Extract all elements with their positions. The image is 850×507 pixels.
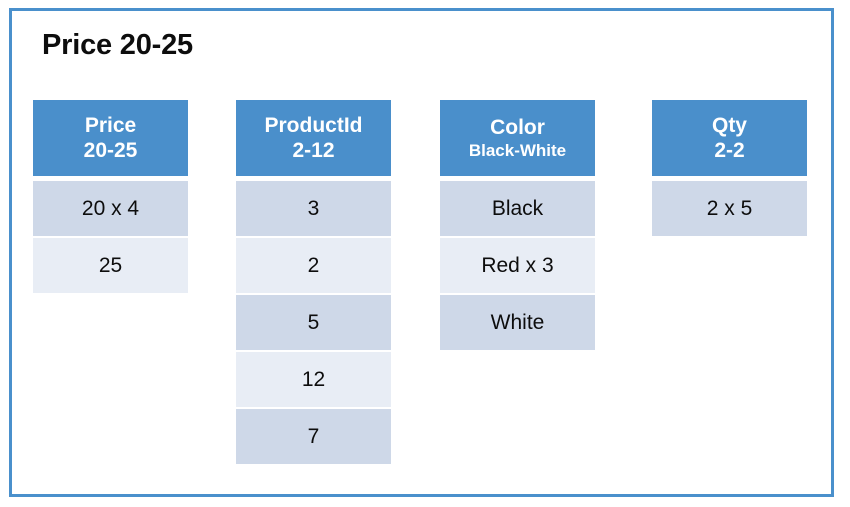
column-header-price: Price 20-25 [33,100,188,176]
column-productid: ProductId 2-12 3 2 5 12 7 [236,100,391,466]
table-cell: 12 [236,352,391,407]
table-cell: Black [440,181,595,236]
column-header-color: Color Black-White [440,100,595,176]
column-header-title: Color [490,115,545,139]
table-cell: 25 [33,238,188,293]
table-cell: Red x 3 [440,238,595,293]
column-header-title: Price [84,114,137,137]
table-cell: 20 x 4 [33,181,188,236]
table-cell: 7 [236,409,391,464]
column-header-qty: Qty 2-2 [652,100,807,176]
table-cell: 2 x 5 [652,181,807,236]
column-header-title: Qty [711,114,747,137]
table-cell: 3 [236,181,391,236]
column-header-title: ProductId [264,114,363,137]
column-header-subtitle: 20-25 [83,139,138,162]
column-header-subtitle: 2-12 [292,139,335,162]
column-header-subtitle: 2-2 [714,139,745,162]
slide-frame-border [9,8,834,497]
column-qty: Qty 2-2 2 x 5 [652,100,807,238]
column-header-subtitle: Black-White [468,140,567,160]
column-price: Price 20-25 20 x 4 25 [33,100,188,295]
page-title: Price 20-25 [42,29,193,61]
column-group: Price 20-25 20 x 4 25 ProductId 2-12 3 2… [33,100,823,470]
table-cell: White [440,295,595,350]
table-cell: 5 [236,295,391,350]
column-color: Color Black-White Black Red x 3 White [440,100,595,352]
column-header-productid: ProductId 2-12 [236,100,391,176]
table-cell: 2 [236,238,391,293]
